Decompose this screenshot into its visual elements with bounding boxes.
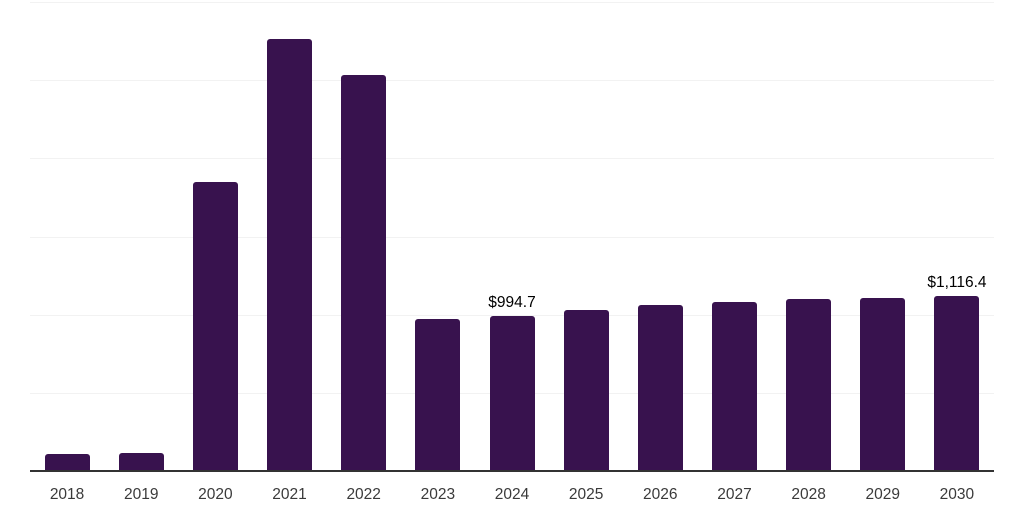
bar-2022 [341, 74, 387, 471]
bar-2030 [934, 296, 980, 471]
bar-2024 [489, 315, 535, 471]
x-axis-line [30, 470, 994, 472]
x-tick-label-2023: 2023 [420, 486, 456, 503]
gridline [30, 236, 994, 238]
x-tick-label-2026: 2026 [643, 486, 678, 503]
plot-area: $994.7 $1,116.4 [30, 2, 994, 471]
x-tick-label-2020: 2020 [198, 486, 233, 503]
x-tick-label-2018: 2018 [49, 486, 85, 503]
data-label-2030: $1,116.4 [927, 274, 987, 292]
x-tick-label-2025: 2025 [568, 486, 604, 503]
bar-2021 [267, 38, 313, 471]
x-tick-label-2024: 2024 [494, 486, 530, 503]
x-tick-label-2022: 2022 [346, 486, 381, 503]
gridline [30, 80, 994, 82]
data-label-2024: $994.7 [488, 293, 536, 311]
x-tick-label-2029: 2029 [865, 486, 900, 503]
bar-2029 [860, 297, 906, 471]
bar-2025 [563, 309, 609, 471]
x-tick-label-2027: 2027 [717, 486, 752, 503]
bar-2026 [637, 305, 683, 471]
bar-2023 [415, 319, 461, 471]
bar-2018 [44, 453, 90, 471]
gridline [30, 2, 994, 3]
gridline [30, 314, 994, 316]
bar-2020 [192, 181, 238, 471]
gridline [30, 158, 994, 160]
bar-2027 [711, 301, 757, 471]
x-tick-label-2030: 2030 [939, 486, 975, 503]
x-tick-label-2028: 2028 [791, 486, 826, 503]
x-tick-label-2021: 2021 [272, 486, 307, 503]
x-tick-label-2019: 2019 [123, 486, 159, 503]
bar-2028 [786, 299, 832, 471]
bar-2019 [118, 453, 164, 471]
